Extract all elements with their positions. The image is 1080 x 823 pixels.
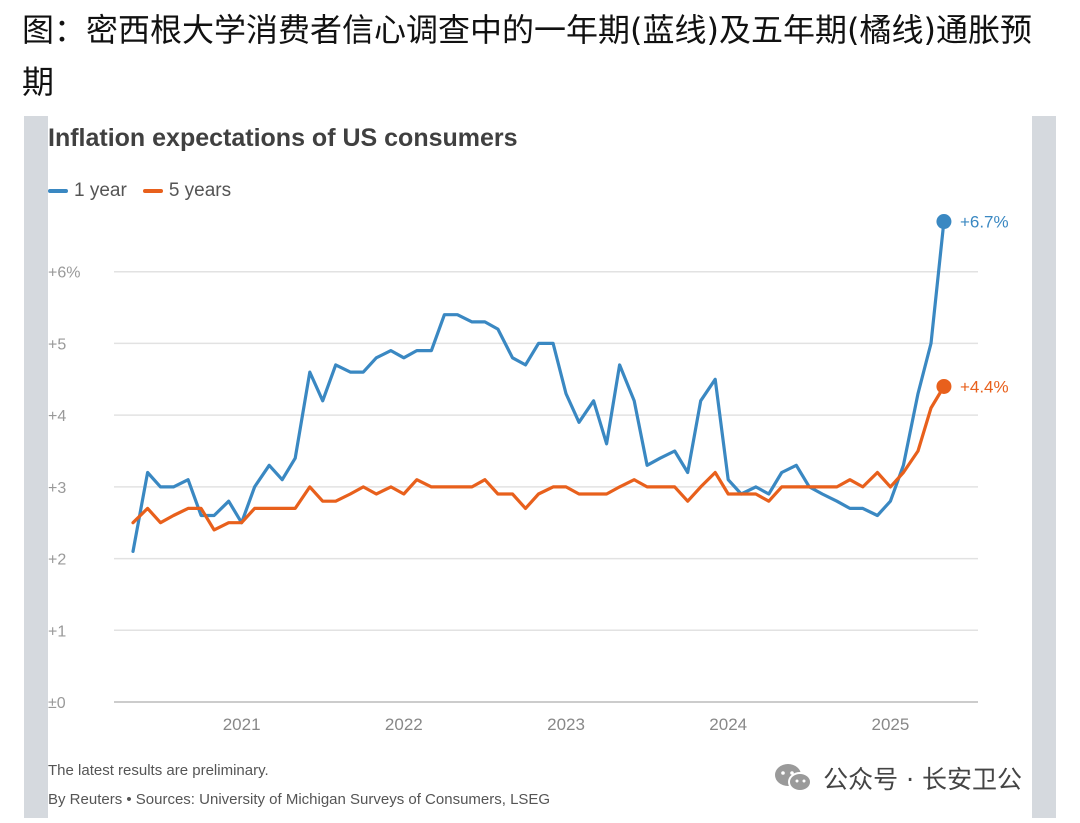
- end-point-1-year: [936, 214, 952, 230]
- x-tick-label: 2023: [547, 715, 585, 734]
- x-tick-label: 2021: [223, 715, 261, 734]
- footnote-source: By Reuters • Sources: University of Mich…: [48, 791, 551, 808]
- chart-legend: 1 year 5 years: [48, 180, 231, 202]
- legend-label-5-years: 5 years: [168, 180, 232, 201]
- y-tick-label: ±0: [48, 695, 66, 712]
- y-tick-label: +6%: [48, 265, 80, 282]
- chart-title: Inflation expectations of US consumers: [48, 124, 518, 152]
- footnote-preliminary: The latest results are preliminary.: [48, 762, 269, 779]
- legend-item-1-year: 1 year: [48, 180, 127, 202]
- line-chart: ±0 +1 +2 +3 +4 +5 +6% 2021 2022 2023 2024 2025 +6.7%…: [48, 213, 1009, 734]
- series-line-5-years: [131, 384, 946, 532]
- x-tick-label: 2022: [385, 715, 423, 734]
- legend-item-5-years: 5 years: [142, 180, 232, 202]
- chart-card: Inflation expectations of US consumers 1…: [24, 116, 1056, 818]
- x-tick-label: 2024: [709, 715, 747, 734]
- chart-area: Inflation expectations of US consumers 1…: [48, 116, 1032, 818]
- end-label-5-years: +4.4%: [960, 377, 1009, 396]
- y-tick-label: +2: [48, 552, 66, 569]
- legend-swatch-1-year: [48, 189, 68, 193]
- wechat-icon: [775, 764, 813, 792]
- y-tick-label: +3: [48, 480, 66, 497]
- y-tick-label: +1: [48, 623, 66, 640]
- watermark-text: 公众号 · 长安卫公: [823, 765, 1022, 794]
- watermark: 公众号 · 长安卫公: [773, 760, 1022, 796]
- y-tick-label: +4: [48, 408, 66, 425]
- legend-swatch-5-years: [142, 189, 163, 193]
- end-label-1-year: +6.7%: [960, 213, 1009, 232]
- x-tick-label: 2025: [872, 715, 910, 734]
- legend-label-1-year: 1 year: [74, 180, 127, 201]
- y-tick-label: +5: [48, 336, 66, 353]
- page-caption: 图：密西根大学消费者信心调查中的一年期(蓝线)及五年期(橘线)通胀预期: [22, 11, 1032, 101]
- end-point-5-years: [936, 378, 952, 394]
